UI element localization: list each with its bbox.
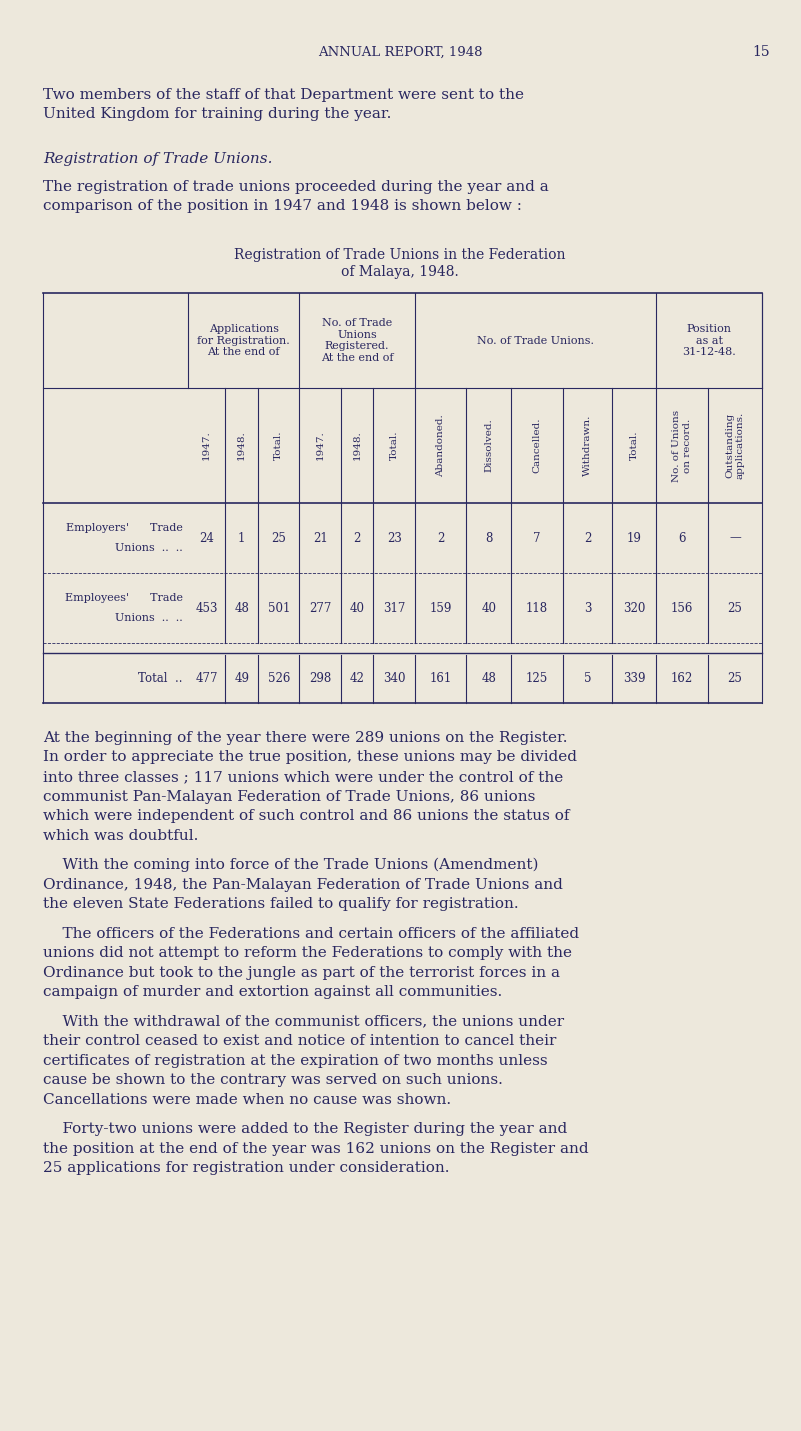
Text: 42: 42 (350, 673, 364, 685)
Text: 25 applications for registration under consideration.: 25 applications for registration under c… (43, 1161, 449, 1175)
Text: Registration of Trade Unions.: Registration of Trade Unions. (43, 152, 272, 166)
Text: No. of Unions
on record.: No. of Unions on record. (672, 409, 692, 482)
Text: 21: 21 (312, 531, 328, 545)
Text: At the beginning of the year there were 289 unions on the Register.: At the beginning of the year there were … (43, 731, 567, 746)
Text: unions did not attempt to reform the Federations to comply with the: unions did not attempt to reform the Fed… (43, 946, 572, 960)
Text: With the coming into force of the Trade Unions (Amendment): With the coming into force of the Trade … (43, 859, 538, 873)
Text: 477: 477 (195, 673, 218, 685)
Text: cause be shown to the contrary was served on such unions.: cause be shown to the contrary was serve… (43, 1073, 503, 1088)
Text: 1948.: 1948. (237, 431, 246, 461)
Text: 526: 526 (268, 673, 290, 685)
Text: 25: 25 (727, 673, 743, 685)
Text: of Malaya, 1948.: of Malaya, 1948. (341, 265, 459, 279)
Text: Two members of the staff of that Department were sent to the: Two members of the staff of that Departm… (43, 87, 524, 102)
Text: 298: 298 (309, 673, 332, 685)
Text: 48: 48 (235, 601, 249, 614)
Text: 40: 40 (350, 601, 364, 614)
Text: 277: 277 (309, 601, 332, 614)
Text: 2: 2 (353, 531, 360, 545)
Text: 5: 5 (584, 673, 591, 685)
Text: communist Pan-Malayan Federation of Trade Unions, 86 unions: communist Pan-Malayan Federation of Trad… (43, 790, 535, 803)
Text: Outstanding
applications.: Outstanding applications. (725, 412, 745, 479)
Text: The registration of trade unions proceeded during the year and a: The registration of trade unions proceed… (43, 180, 549, 195)
Text: 1: 1 (238, 531, 245, 545)
Text: In order to appreciate the true position, these unions may be divided: In order to appreciate the true position… (43, 750, 577, 764)
Text: 25: 25 (272, 531, 286, 545)
Text: Unions  ..  ..: Unions .. .. (115, 542, 183, 552)
Text: Dissolved.: Dissolved. (485, 419, 493, 472)
Text: 501: 501 (268, 601, 290, 614)
Text: Total  ..: Total .. (139, 673, 183, 685)
Text: 19: 19 (627, 531, 642, 545)
Text: 40: 40 (481, 601, 497, 614)
Text: Forty-two unions were added to the Register during the year and: Forty-two unions were added to the Regis… (43, 1122, 567, 1136)
Text: the position at the end of the year was 162 unions on the Register and: the position at the end of the year was … (43, 1142, 589, 1155)
Text: certificates of registration at the expiration of two months unless: certificates of registration at the expi… (43, 1053, 548, 1068)
Text: 15: 15 (752, 44, 770, 59)
Text: United Kingdom for training during the year.: United Kingdom for training during the y… (43, 107, 392, 122)
Text: 159: 159 (429, 601, 452, 614)
Text: their control ceased to exist and notice of intention to cancel their: their control ceased to exist and notice… (43, 1035, 557, 1047)
Text: Employers'      Trade: Employers' Trade (66, 522, 183, 532)
Text: —: — (729, 531, 741, 545)
Text: 320: 320 (623, 601, 646, 614)
Text: 317: 317 (383, 601, 405, 614)
Text: comparison of the position in 1947 and 1948 is shown below :: comparison of the position in 1947 and 1… (43, 199, 522, 213)
Text: Total.: Total. (274, 431, 284, 461)
Text: Employees'      Trade: Employees' Trade (65, 592, 183, 602)
Text: 339: 339 (623, 673, 646, 685)
Text: 161: 161 (429, 673, 452, 685)
Text: With the withdrawal of the communist officers, the unions under: With the withdrawal of the communist off… (43, 1015, 564, 1029)
Text: 7: 7 (533, 531, 541, 545)
Text: 23: 23 (387, 531, 401, 545)
Text: 24: 24 (199, 531, 214, 545)
Text: Total.: Total. (389, 431, 399, 461)
Text: 8: 8 (485, 531, 493, 545)
Text: ANNUAL REPORT, 1948: ANNUAL REPORT, 1948 (318, 46, 482, 59)
Text: No. of Trade
Unions
Registered.
At the end of: No. of Trade Unions Registered. At the e… (321, 318, 393, 363)
Text: Unions  ..  ..: Unions .. .. (115, 612, 183, 622)
Text: 118: 118 (526, 601, 548, 614)
Text: Ordinance but took to the jungle as part of the terrorist forces in a: Ordinance but took to the jungle as part… (43, 966, 560, 979)
Text: campaign of murder and extortion against all communities.: campaign of murder and extortion against… (43, 985, 502, 999)
Text: 3: 3 (584, 601, 591, 614)
Text: 48: 48 (481, 673, 497, 685)
Text: into three classes ; 117 unions which were under the control of the: into three classes ; 117 unions which we… (43, 770, 563, 784)
Text: which were independent of such control and 86 unions the status of: which were independent of such control a… (43, 809, 570, 823)
Text: Cancellations were made when no cause was shown.: Cancellations were made when no cause wa… (43, 1092, 451, 1106)
Text: No. of Trade Unions.: No. of Trade Unions. (477, 335, 594, 345)
Text: Total.: Total. (630, 431, 638, 461)
Text: Withdrawn.: Withdrawn. (583, 415, 592, 477)
Text: 2: 2 (437, 531, 445, 545)
Text: 49: 49 (234, 673, 249, 685)
Text: 25: 25 (727, 601, 743, 614)
Text: 6: 6 (678, 531, 686, 545)
Text: which was doubtful.: which was doubtful. (43, 829, 199, 843)
Text: 2: 2 (584, 531, 591, 545)
Text: Position
as at
31-12-48.: Position as at 31-12-48. (682, 323, 736, 358)
Text: the eleven State Federations failed to qualify for registration.: the eleven State Federations failed to q… (43, 897, 518, 912)
Text: 453: 453 (195, 601, 218, 614)
Text: Registration of Trade Unions in the Federation: Registration of Trade Unions in the Fede… (234, 248, 566, 262)
Text: The officers of the Federations and certain officers of the affiliated: The officers of the Federations and cert… (43, 926, 579, 940)
Text: 156: 156 (671, 601, 694, 614)
Text: Abandoned.: Abandoned. (436, 414, 445, 477)
Text: Applications
for Registration.
At the end of: Applications for Registration. At the en… (197, 323, 290, 358)
Text: Ordinance, 1948, the Pan-Malayan Federation of Trade Unions and: Ordinance, 1948, the Pan-Malayan Federat… (43, 877, 563, 892)
Text: 1947.: 1947. (202, 431, 211, 461)
Text: 1947.: 1947. (316, 431, 324, 461)
Text: 125: 125 (526, 673, 548, 685)
Text: Cancelled.: Cancelled. (533, 418, 541, 474)
Text: 162: 162 (671, 673, 693, 685)
Text: 340: 340 (383, 673, 405, 685)
Text: 1948.: 1948. (352, 431, 361, 461)
